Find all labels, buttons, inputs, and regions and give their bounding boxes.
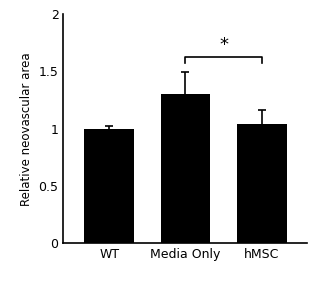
Bar — [161, 94, 210, 243]
Bar — [84, 129, 134, 243]
Text: *: * — [219, 36, 228, 54]
Bar — [237, 124, 287, 243]
Y-axis label: Relative neovascular area: Relative neovascular area — [20, 52, 33, 206]
